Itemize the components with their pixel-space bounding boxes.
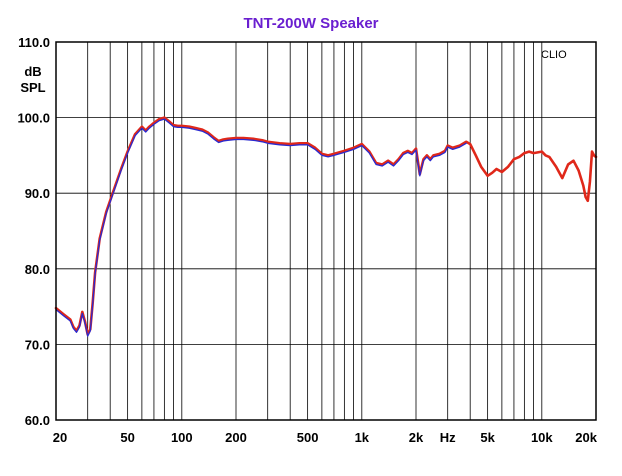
x-tick-label: 20k — [575, 430, 597, 445]
x-tick-label: 100 — [171, 430, 193, 445]
x-tick-label: 50 — [120, 430, 134, 445]
y-tick-labels: 60.0 70.0 80.0 90.0 100.0 110.0 — [17, 35, 50, 428]
blue-response-curve — [55, 118, 467, 337]
y-tick-label: 80.0 — [25, 262, 50, 277]
x-tick-labels: 20 50 100 200 500 1k 2k 5k 10k 20k Hz — [53, 430, 598, 445]
x-tick-label: 2k — [409, 430, 424, 445]
grid — [56, 42, 596, 420]
x-tick-label: 10k — [531, 430, 553, 445]
chart-title: TNT-200W Speaker — [243, 15, 379, 32]
plot-area — [56, 42, 596, 420]
y-tick-label: 70.0 — [25, 337, 50, 352]
x-tick-label: 200 — [225, 430, 247, 445]
clio-watermark: CLIO — [541, 49, 567, 61]
x-axis-label: Hz — [440, 430, 456, 445]
x-tick-label: 5k — [480, 430, 495, 445]
x-tick-label: 20 — [53, 430, 67, 445]
x-tick-label: 1k — [355, 430, 370, 445]
y-axis-label: dB SPL — [20, 64, 46, 95]
y-tick-label: 60.0 — [25, 413, 50, 428]
y-tick-label: 110.0 — [18, 35, 50, 50]
series-layer — [54, 116, 598, 337]
y-tick-label: 90.0 — [25, 186, 50, 201]
x-tick-label: 500 — [297, 430, 319, 445]
plot-border — [55, 41, 597, 421]
y-tick-label: 100.0 — [17, 111, 50, 126]
